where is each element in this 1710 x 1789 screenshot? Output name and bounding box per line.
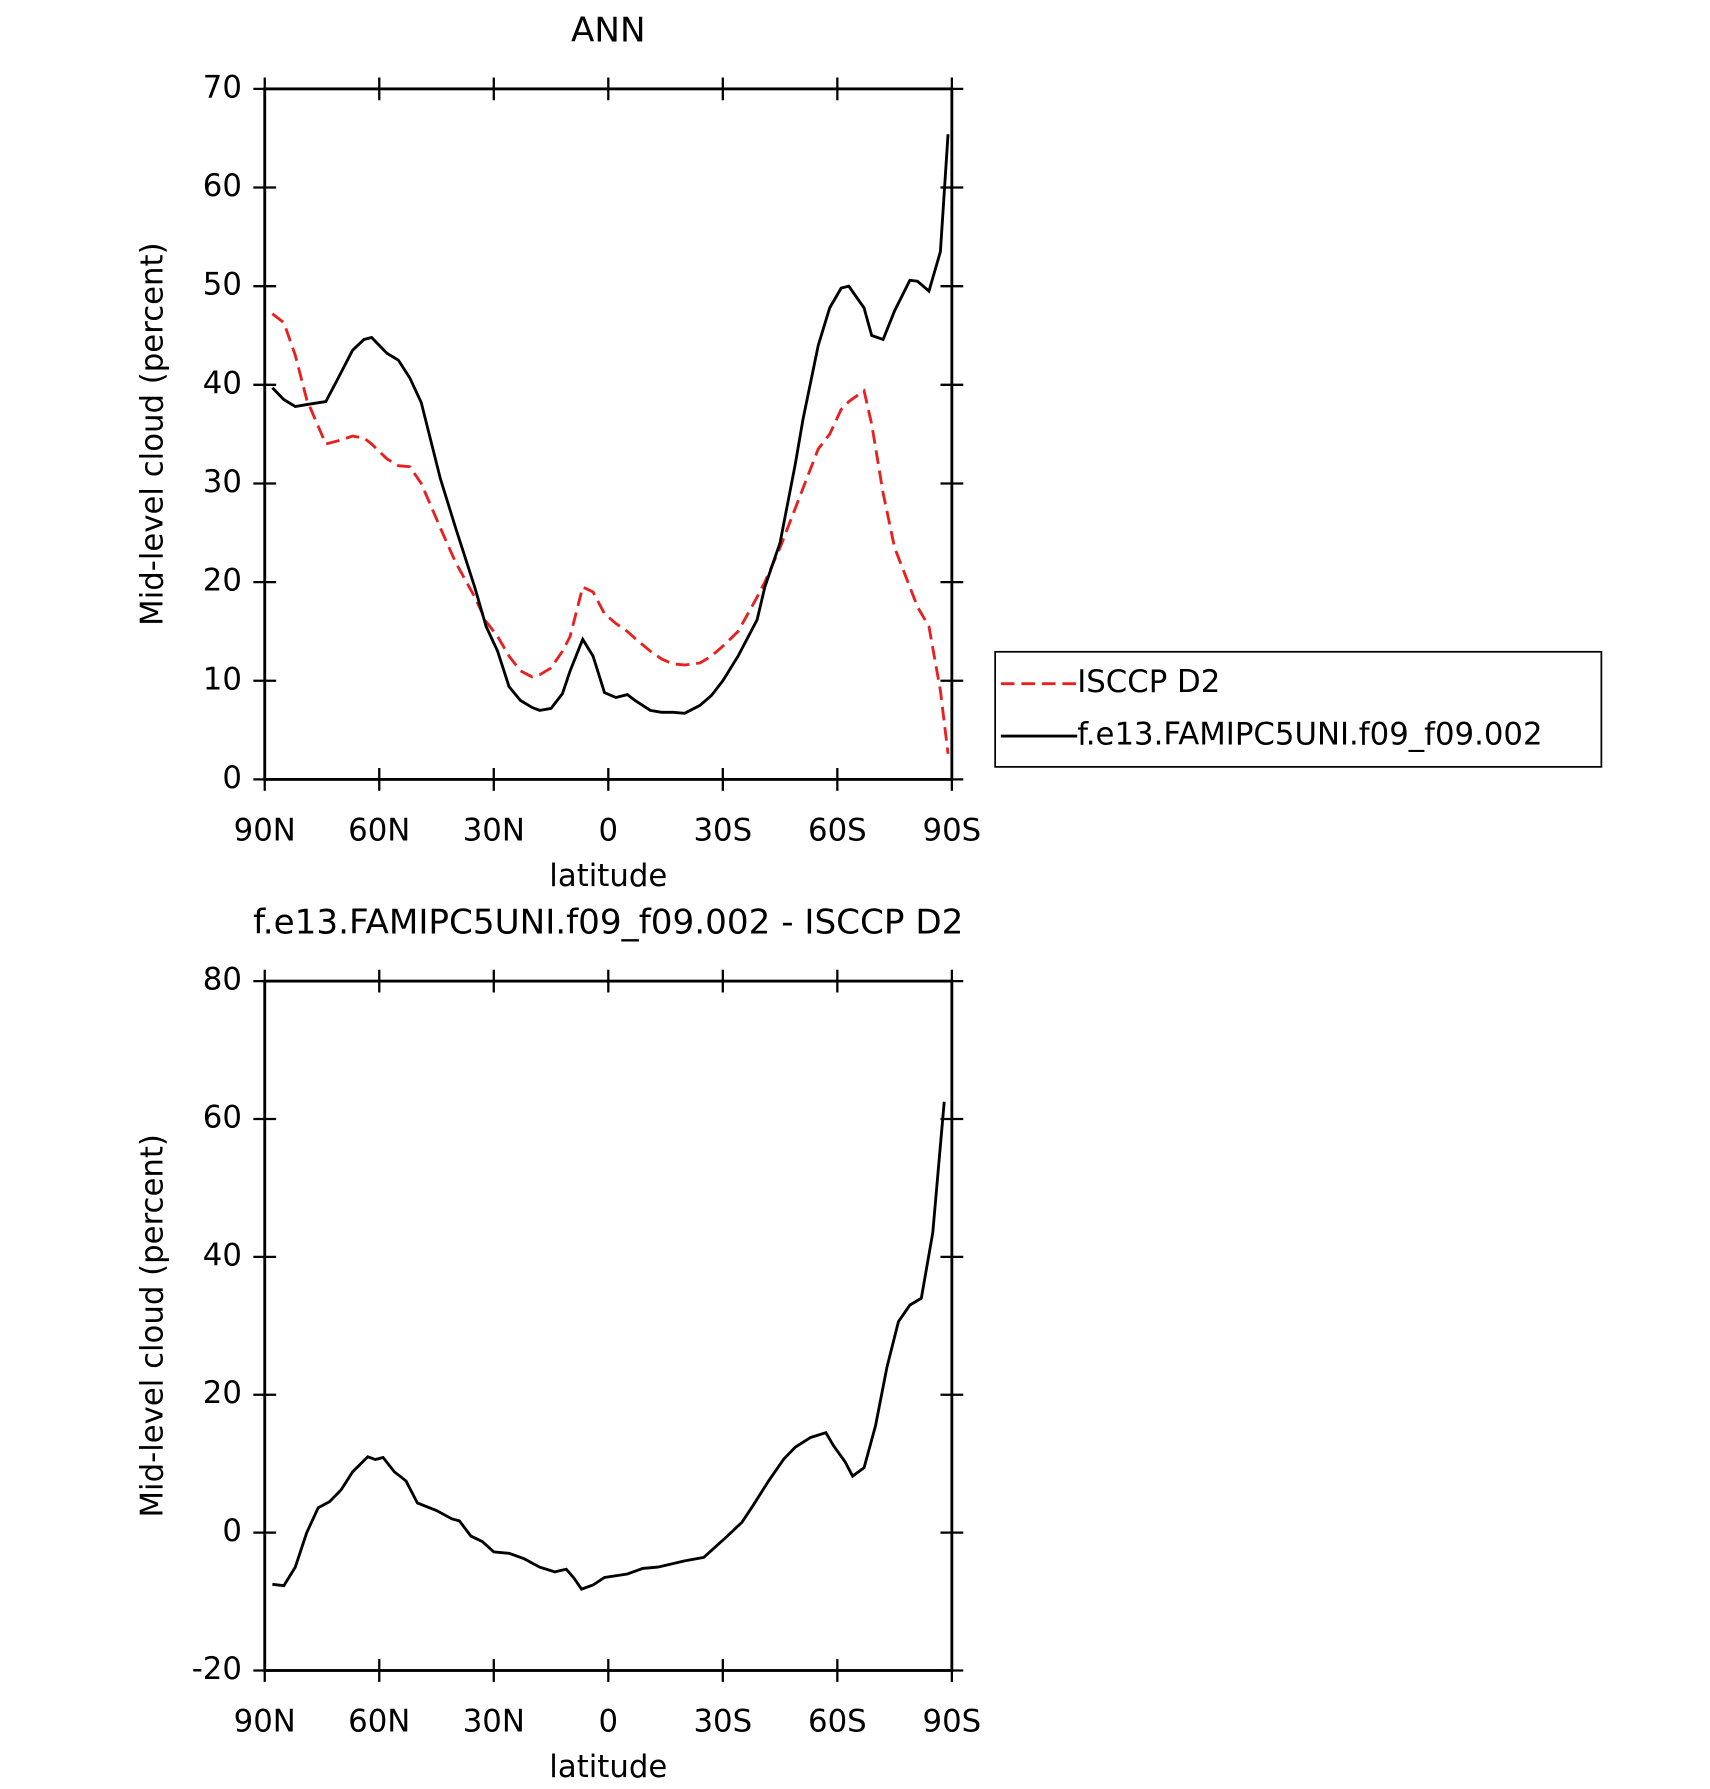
data-line <box>272 1101 946 1591</box>
chart-title: ANN <box>571 10 646 50</box>
y-tick-label: 20 <box>203 563 242 599</box>
legend-box <box>994 650 1603 768</box>
x-tick-label: 30S <box>693 1703 752 1739</box>
chart-title: f.e13.FAMIPC5UNI.f09_f09.002 - ISCCP D2 <box>253 903 963 943</box>
y-tick-label: -20 <box>192 1651 242 1687</box>
y-tick-label: 60 <box>203 168 242 204</box>
y-tick-label: 0 <box>222 1513 242 1549</box>
x-tick-label: 60S <box>808 812 867 848</box>
x-tick-label: 60N <box>348 812 410 848</box>
y-tick-label: 60 <box>203 1099 242 1135</box>
x-tick-label: 60N <box>348 1703 410 1739</box>
x-axis-label: latitude <box>549 1749 667 1785</box>
x-tick-label: 90S <box>923 1703 982 1739</box>
x-axis-label: latitude <box>549 858 667 894</box>
x-tick-label: 90N <box>234 1703 296 1739</box>
x-tick-label: 60S <box>808 1703 867 1739</box>
y-tick-label: 70 <box>203 69 242 105</box>
x-tick-label: 30S <box>693 812 752 848</box>
x-tick-label: 90S <box>923 812 982 848</box>
data-line <box>271 134 950 715</box>
x-tick-label: 0 <box>599 1703 619 1739</box>
y-tick-label: 20 <box>203 1375 242 1411</box>
x-tick-label: 90N <box>234 812 296 848</box>
plot-frame <box>263 87 954 781</box>
y-tick-label: 30 <box>203 464 242 500</box>
y-tick-label: 0 <box>222 760 242 796</box>
x-tick-label: 30N <box>463 1703 525 1739</box>
legend-label: ISCCP D2 <box>1077 664 1220 700</box>
y-tick-label: 40 <box>203 1237 242 1273</box>
y-axis-label: Mid-level cloud (percent) <box>135 242 171 625</box>
y-tick-label: 10 <box>203 661 242 697</box>
data-line <box>271 312 950 754</box>
x-tick-label: 30N <box>463 812 525 848</box>
y-tick-label: 80 <box>203 962 242 998</box>
plot-frame <box>263 979 954 1672</box>
y-tick-label: 40 <box>203 365 242 401</box>
legend-label: f.e13.FAMIPC5UNI.f09_f09.002 <box>1077 717 1542 753</box>
x-tick-label: 0 <box>599 812 619 848</box>
y-axis-label: Mid-level cloud (percent) <box>135 1134 171 1517</box>
y-tick-label: 50 <box>203 267 242 303</box>
